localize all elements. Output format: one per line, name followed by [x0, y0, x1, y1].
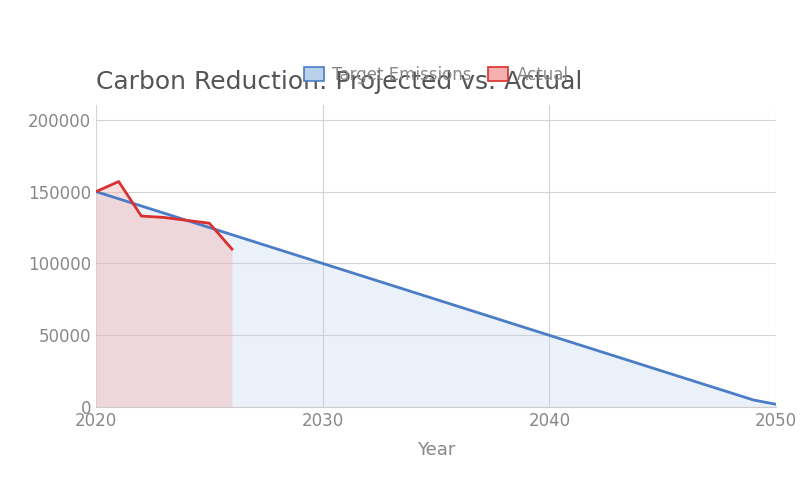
Text: Carbon Reduction: Projected vs. Actual: Carbon Reduction: Projected vs. Actual: [96, 70, 582, 94]
X-axis label: Year: Year: [417, 441, 455, 459]
Legend: Target Emissions, Actual: Target Emissions, Actual: [297, 59, 575, 91]
